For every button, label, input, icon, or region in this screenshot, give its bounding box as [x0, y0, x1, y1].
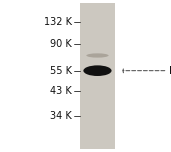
- Ellipse shape: [86, 53, 109, 58]
- Text: 132 K: 132 K: [44, 17, 72, 27]
- Text: 90 K: 90 K: [50, 39, 72, 49]
- Text: 55 K: 55 K: [50, 66, 72, 76]
- Text: Rad23B: Rad23B: [169, 66, 171, 76]
- Text: 34 K: 34 K: [50, 111, 72, 121]
- Text: 43 K: 43 K: [50, 86, 72, 96]
- Ellipse shape: [83, 65, 111, 76]
- FancyBboxPatch shape: [80, 3, 115, 149]
